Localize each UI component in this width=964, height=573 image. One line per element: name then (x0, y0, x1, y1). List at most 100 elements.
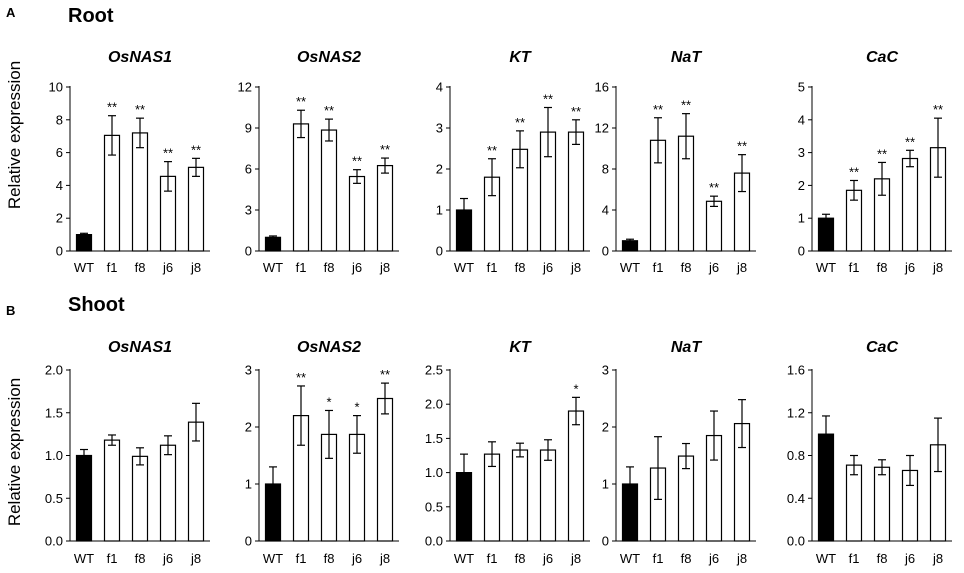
y-tick-label: 5 (798, 80, 805, 95)
panel-b-title: Shoot (68, 294, 125, 316)
y-tick-label: 8 (602, 162, 609, 177)
chart-title: KT (509, 49, 532, 66)
bar-j8 (187, 166, 205, 252)
y-tick-label: 4 (436, 80, 443, 95)
y-tick-label: 0.4 (787, 491, 805, 506)
x-tick-label: WT (454, 551, 474, 566)
significance-label: ** (163, 146, 173, 161)
bar-j8 (567, 410, 585, 542)
y-tick-label: 0 (245, 244, 252, 259)
y-tick-label: 2.0 (425, 397, 443, 412)
x-tick-label: f1 (107, 260, 118, 275)
significance-label: * (326, 394, 331, 409)
significance-label: ** (191, 142, 201, 157)
x-tick-label: f8 (135, 260, 146, 275)
x-tick-label: f8 (877, 551, 888, 566)
y-tick-label: 3 (798, 145, 805, 160)
panel-b-letter: B (6, 303, 15, 318)
significance-label: ** (709, 180, 719, 195)
x-tick-label: j8 (570, 260, 581, 275)
y-tick-label: 10 (49, 80, 63, 95)
x-tick-label: j8 (379, 551, 390, 566)
chart-title: OsNAS2 (297, 49, 361, 66)
y-tick-label: 6 (56, 145, 63, 160)
y-tick-label: 2.5 (425, 363, 443, 378)
panel-a-ylabel: Relative expression (5, 61, 24, 209)
x-tick-label: WT (620, 551, 640, 566)
y-tick-label: 6 (245, 162, 252, 177)
x-tick-label: f1 (107, 551, 118, 566)
x-tick-label: j6 (904, 260, 915, 275)
bar-f8 (873, 466, 891, 542)
chart-shoot-kt: KT 0.0 0.5 1.0 1.5 2.0 2.5 WT f1 f8 j6 * j8 (425, 339, 590, 566)
panel-a-title: Root (68, 5, 114, 27)
y-tick-label: 1 (436, 203, 443, 218)
x-tick-label: WT (263, 260, 283, 275)
chart-root-osnas1: OsNAS1 0 2 4 6 8 10 WT ** f1 ** f8 ** j6 ** j8 (49, 49, 210, 275)
chart-title: KT (509, 339, 532, 356)
bar-j6 (539, 449, 557, 542)
significance-label: * (354, 400, 359, 415)
significance-label: ** (849, 164, 859, 179)
bar-j8 (376, 397, 394, 542)
x-tick-label: j8 (736, 551, 747, 566)
y-tick-label: 2 (245, 420, 252, 435)
x-tick-label: f8 (135, 551, 146, 566)
bar-f8 (131, 132, 149, 252)
bar-wt (75, 234, 93, 252)
y-tick-label: 12 (595, 121, 609, 136)
chart-shoot-osnas1: OsNAS1 0.0 0.5 1.0 1.5 2.0 WT f1 f8 j6 j8 (45, 339, 210, 566)
bar-wt (817, 217, 835, 252)
y-tick-label: 0 (436, 244, 443, 259)
x-tick-label: f1 (653, 551, 664, 566)
y-tick-label: 0.5 (45, 491, 63, 506)
x-tick-label: WT (74, 551, 94, 566)
y-tick-label: 8 (56, 112, 63, 127)
x-tick-label: j6 (162, 260, 173, 275)
y-tick-label: 3 (602, 363, 609, 378)
chart-root-cac: CaC 0 1 2 3 4 5 WT ** f1 ** f8 ** j6 ** j8 (798, 49, 952, 275)
bar-f1 (483, 453, 501, 542)
bar-wt (264, 236, 282, 252)
chart-shoot-cac: CaC 0.0 0.4 0.8 1.2 1.6 WT f1 f8 j6 j8 (787, 339, 952, 566)
x-tick-label: WT (454, 260, 474, 275)
y-tick-label: 0 (798, 244, 805, 259)
chart-title: OsNAS1 (108, 339, 172, 356)
x-tick-label: j6 (351, 260, 362, 275)
x-tick-label: f8 (515, 260, 526, 275)
significance-label: ** (905, 134, 915, 149)
bar-j8 (567, 131, 585, 252)
y-tick-label: 9 (245, 121, 252, 136)
y-tick-label: 0 (602, 534, 609, 549)
x-tick-label: f1 (849, 551, 860, 566)
x-tick-label: j6 (351, 551, 362, 566)
chart-shoot-osnas2: OsNAS2 0 1 2 3 WT ** f1 * f8 * j6 ** j8 (245, 339, 399, 566)
significance-label: ** (877, 146, 887, 161)
y-tick-label: 3 (436, 121, 443, 136)
y-tick-label: 4 (56, 178, 63, 193)
significance-label: ** (296, 370, 306, 385)
x-tick-label: f1 (487, 551, 498, 566)
bar-wt (75, 454, 93, 542)
x-tick-label: j6 (542, 551, 553, 566)
charts-layer: OsNAS10246810WT**f1**f8**j6**j8OsNAS2036… (45, 49, 952, 566)
x-tick-label: j8 (932, 551, 943, 566)
significance-label: ** (737, 139, 747, 154)
y-tick-label: 1 (245, 477, 252, 492)
bar-f8 (131, 455, 149, 542)
chart-root-kt: KT 0 1 2 3 4 WT ** f1 ** f8 ** j6 ** j8 (436, 49, 590, 275)
significance-label: ** (380, 142, 390, 157)
y-tick-label: 0 (56, 244, 63, 259)
y-tick-label: 2 (602, 420, 609, 435)
y-tick-label: 2.0 (45, 363, 63, 378)
x-tick-label: j8 (379, 260, 390, 275)
x-tick-label: f8 (324, 260, 335, 275)
y-tick-label: 3 (245, 363, 252, 378)
bar-j6 (159, 444, 177, 542)
y-tick-label: 0.0 (425, 534, 443, 549)
y-tick-label: 0.0 (45, 534, 63, 549)
y-tick-label: 4 (602, 203, 609, 218)
significance-label: ** (380, 367, 390, 382)
significance-label: * (573, 381, 578, 396)
chart-title: NaT (671, 49, 702, 66)
